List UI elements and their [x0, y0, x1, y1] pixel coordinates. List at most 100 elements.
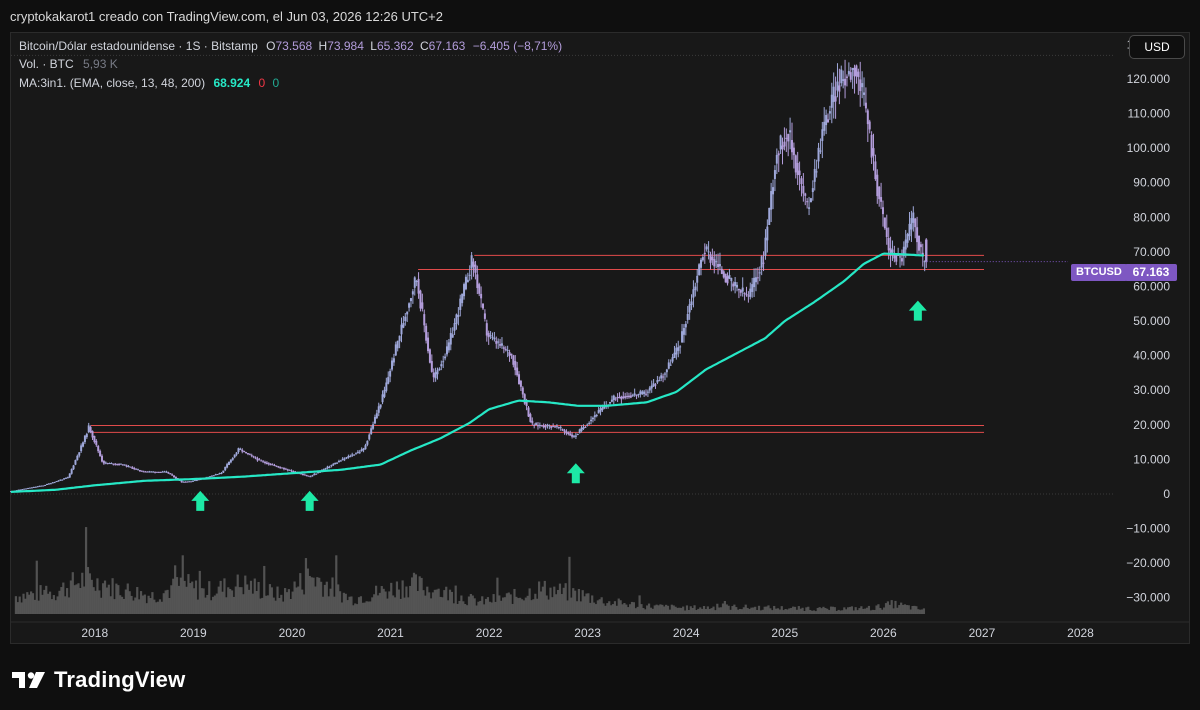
- candle-body: [40, 485, 43, 487]
- candle-body: [591, 417, 594, 420]
- volume-bar: [67, 597, 71, 614]
- volume-bar: [22, 593, 25, 614]
- volume-bar: [807, 606, 810, 614]
- candle-body: [275, 465, 278, 467]
- candle-body: [790, 140, 793, 153]
- candle-body: [114, 463, 117, 465]
- candle-body: [529, 414, 532, 422]
- volume-bar: [124, 589, 127, 614]
- volume-bar: [900, 602, 903, 614]
- candle-body: [654, 384, 657, 386]
- candle-body: [87, 425, 90, 433]
- volume-bar: [227, 587, 230, 614]
- volume-bar: [771, 610, 774, 614]
- volume-bar: [503, 597, 507, 614]
- candle-body: [758, 272, 761, 274]
- volume-bar: [183, 580, 186, 614]
- candle-body: [23, 488, 26, 490]
- volume-bar: [524, 597, 527, 614]
- candle-body: [686, 313, 689, 320]
- volume-bar: [115, 583, 118, 614]
- candle-body: [121, 464, 124, 466]
- volume-bar: [380, 586, 383, 614]
- currency-button[interactable]: USD: [1129, 35, 1185, 59]
- volume-bar: [435, 589, 438, 614]
- chart-frame[interactable]: [10, 32, 1190, 644]
- volume-bar: [29, 591, 33, 614]
- candle-body: [364, 445, 367, 450]
- candle-body: [224, 466, 227, 471]
- volume-bar: [238, 587, 241, 614]
- volume-bar: [505, 593, 508, 614]
- candle-body: [703, 252, 706, 255]
- volume-bar: [668, 609, 672, 614]
- volume-bar: [666, 605, 670, 614]
- volume-bar: [365, 601, 368, 614]
- volume-bar: [850, 606, 853, 614]
- volume-bar: [162, 593, 165, 614]
- volume-bar: [251, 593, 254, 614]
- candle-body: [891, 249, 894, 253]
- candle-body: [235, 452, 238, 455]
- candle-body: [279, 466, 282, 468]
- candle-body: [317, 471, 320, 474]
- candle-body: [597, 410, 600, 414]
- volume-bar: [424, 595, 427, 614]
- candle-body: [857, 71, 860, 78]
- candle-body: [518, 374, 521, 385]
- candle-body: [582, 427, 585, 429]
- candle-body: [148, 471, 151, 473]
- candle-body: [174, 476, 177, 479]
- volume-bar: [60, 587, 63, 614]
- candle-body: [838, 85, 841, 92]
- volume-bar: [441, 597, 444, 614]
- candle-body: [220, 472, 223, 474]
- volume-bar: [693, 605, 696, 614]
- candle-body: [618, 396, 621, 399]
- volume-bar: [712, 606, 715, 614]
- volume-bar: [320, 581, 323, 614]
- volume-bar: [426, 586, 429, 614]
- volume-bar: [765, 606, 768, 614]
- candle-body: [747, 295, 750, 297]
- candle-body: [400, 324, 403, 335]
- volume-bar: [477, 601, 480, 614]
- candle-body: [222, 470, 225, 473]
- volume-bar: [422, 590, 425, 614]
- volume-bar: [219, 580, 222, 614]
- volume-bar: [77, 583, 80, 614]
- volume-bar: [526, 595, 529, 614]
- candle-body: [131, 467, 134, 469]
- volume-bar: [153, 599, 156, 614]
- candle-body: [586, 424, 589, 426]
- candle-body: [245, 452, 248, 454]
- volume-bar: [287, 589, 290, 614]
- volume-bar: [613, 601, 617, 614]
- candle-body: [362, 448, 365, 451]
- candle-body: [627, 395, 630, 398]
- candle-body: [356, 451, 359, 453]
- volume-bar: [337, 584, 340, 614]
- candle-body: [923, 261, 926, 263]
- volume-bar: [888, 604, 891, 614]
- candle-body: [847, 71, 850, 75]
- volume-bar: [448, 589, 452, 614]
- candle-body: [512, 355, 515, 365]
- volume-bar: [293, 581, 296, 614]
- volume-bar: [327, 596, 330, 614]
- volume-bar: [484, 598, 488, 614]
- up-arrow-icon: [191, 490, 210, 511]
- candle-body: [861, 83, 864, 88]
- candle-body: [391, 360, 394, 370]
- legend-volume-label[interactable]: Vol. · BTC: [19, 57, 74, 71]
- volume-bar: [702, 605, 706, 614]
- volume-bar: [270, 587, 273, 614]
- candle-body: [74, 460, 77, 465]
- legend-ma-label[interactable]: MA:3in1. (EMA, close, 13, 48, 200): [19, 76, 206, 90]
- tradingview-brand[interactable]: TradingView: [12, 667, 185, 693]
- volume-bar: [909, 609, 912, 614]
- volume-bar: [615, 605, 618, 614]
- legend-symbol[interactable]: Bitcoin/Dólar estadounidense · 1S · Bits…: [19, 39, 258, 53]
- candle-body: [182, 481, 185, 483]
